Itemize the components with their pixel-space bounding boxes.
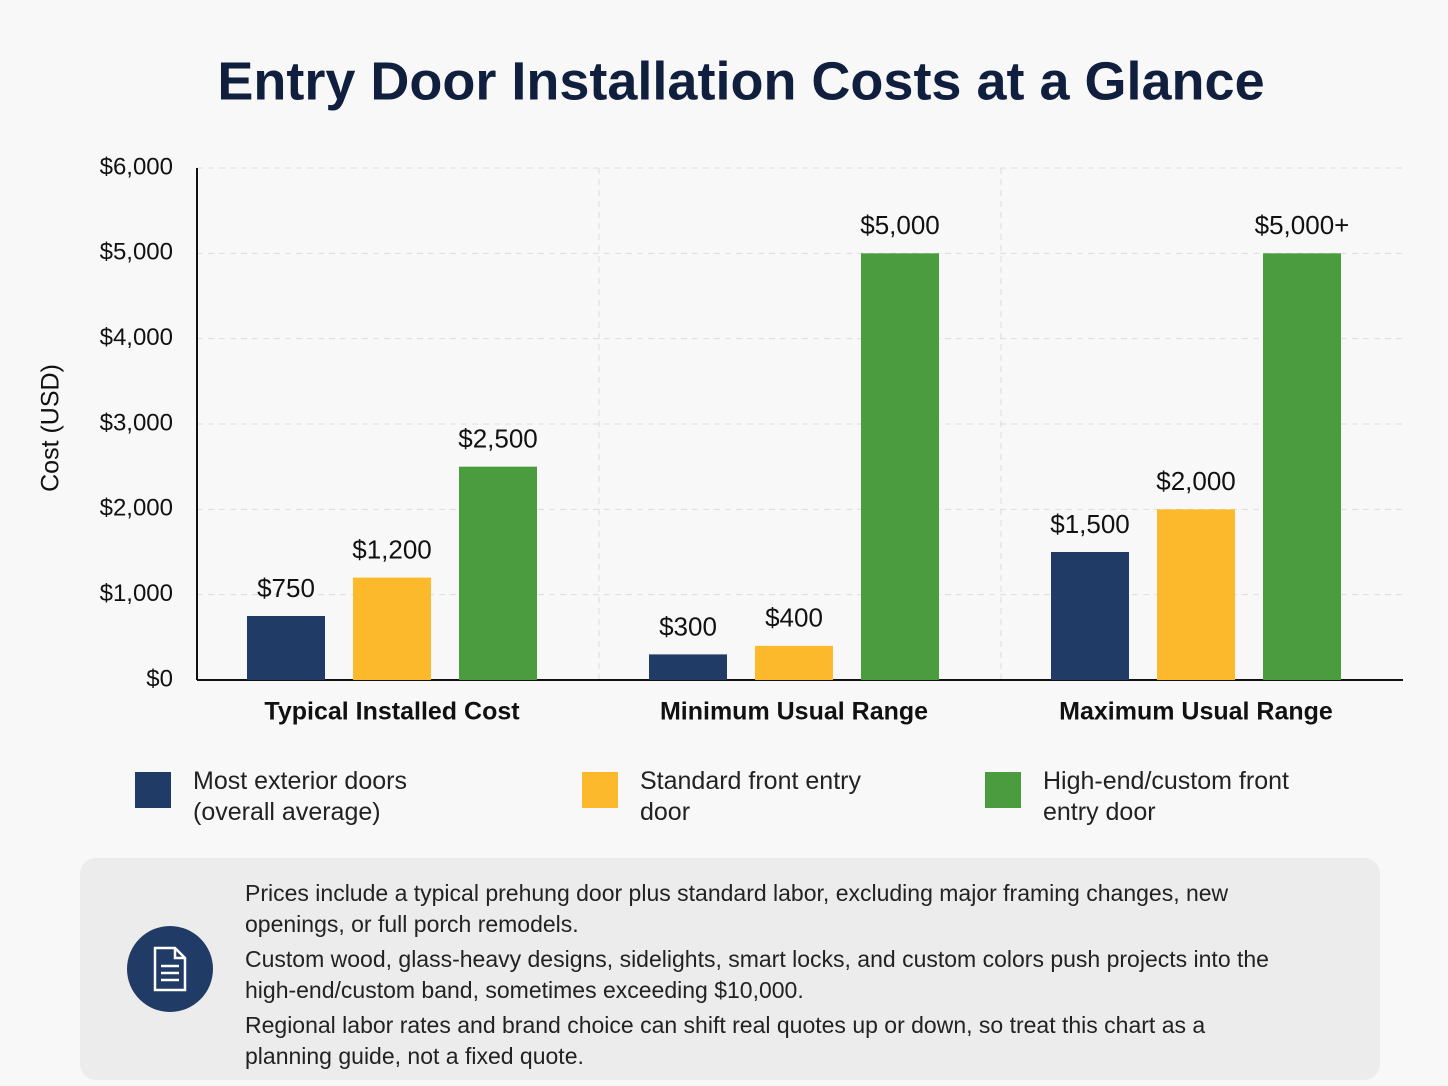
y-tick-label: $1,000 <box>100 580 173 607</box>
x-tick-label: Maximum Usual Range <box>1059 698 1333 726</box>
value-label: $1,200 <box>352 534 432 564</box>
y-tick-label: $6,000 <box>100 153 173 180</box>
legend-label: High-end/custom front entry door <box>1043 767 1289 826</box>
legend-label: Most exterior doors (overall average) <box>193 767 407 826</box>
legend-item: Most exterior doors (overall average) <box>135 766 443 828</box>
bar <box>353 577 431 680</box>
y-axis-label: Cost (USD) <box>37 364 65 492</box>
note-box: Prices include a typical prehung door pl… <box>80 858 1380 1080</box>
bar <box>1051 552 1129 680</box>
note-icon <box>127 926 213 1012</box>
note-text: Custom wood, glass-heavy designs, sideli… <box>245 946 1269 1003</box>
value-label: $1,500 <box>1050 509 1130 539</box>
legend-item: High-end/custom front entry door <box>985 766 1293 828</box>
legend-swatch <box>985 772 1021 808</box>
legend-swatch <box>582 772 618 808</box>
bar <box>459 466 537 680</box>
bar <box>649 654 727 680</box>
chart-title: Entry Door Installation Costs at a Glanc… <box>217 51 1264 111</box>
value-label: $400 <box>765 603 823 633</box>
y-tick-label: $2,000 <box>100 495 173 522</box>
bar <box>755 645 833 680</box>
bar <box>861 253 939 681</box>
legend-item: Standard front entry door <box>582 766 890 828</box>
y-tick-label: $3,000 <box>100 409 173 436</box>
x-tick-label: Minimum Usual Range <box>660 698 928 726</box>
bar <box>1263 253 1341 681</box>
value-label: $5,000+ <box>1255 210 1350 240</box>
bar <box>247 616 325 680</box>
x-tick-label: Typical Installed Cost <box>264 698 520 726</box>
bar <box>1157 509 1235 680</box>
value-label: $2,000 <box>1156 466 1236 496</box>
y-tick-label: $5,000 <box>100 239 173 266</box>
value-label: $2,500 <box>458 424 538 454</box>
value-label: $750 <box>257 573 315 603</box>
note-text: Regional labor rates and brand choice ca… <box>245 1012 1206 1069</box>
note-text: Prices include a typical prehung door pl… <box>245 880 1229 937</box>
value-label: $300 <box>659 611 717 641</box>
value-label: $5,000 <box>860 210 940 240</box>
chart: Entry Door Installation Costs at a Glanc… <box>37 51 1403 726</box>
y-tick-label: $0 <box>146 665 173 692</box>
notes: Prices include a typical prehung door pl… <box>245 878 1275 1076</box>
y-tick-label: $4,000 <box>100 324 173 351</box>
legend-swatch <box>135 772 171 808</box>
legend-label: Standard front entry door <box>640 767 861 826</box>
